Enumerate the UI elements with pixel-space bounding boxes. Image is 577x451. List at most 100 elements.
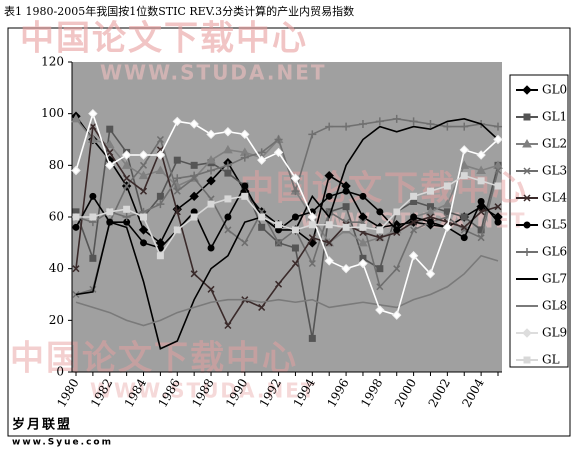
data-point [88, 108, 98, 119]
data-point [494, 218, 502, 226]
legend-marker-shape [522, 85, 532, 95]
y-tick-label: 100 [41, 106, 64, 120]
data-point [207, 200, 215, 208]
data-point [223, 144, 233, 154]
data-point [342, 122, 351, 131]
data-point [393, 265, 401, 273]
data-point [358, 212, 368, 222]
legend-marker [522, 328, 532, 338]
data-point [72, 223, 80, 231]
data-point [426, 213, 435, 221]
legend-marker-shape [522, 138, 532, 148]
data-point [476, 150, 486, 160]
data-point [140, 239, 148, 247]
data-point [308, 259, 316, 268]
data-point [106, 148, 114, 156]
legend-label: GL6 [542, 245, 567, 259]
data-point [494, 166, 502, 175]
data-point [223, 127, 233, 137]
watermark: WWW.STUDA.NET [100, 61, 327, 85]
data-point [358, 237, 368, 247]
data-point [206, 176, 216, 186]
legend-label: GL2 [542, 137, 567, 151]
legend-marker [523, 248, 531, 256]
data-point [173, 187, 181, 195]
data-point [442, 199, 453, 208]
y-tick-label: 80 [49, 158, 64, 172]
data-point [493, 160, 503, 169]
data-point [173, 208, 181, 216]
y-tick-label: 0 [56, 365, 64, 379]
y-tick-label: 20 [49, 313, 64, 327]
data-point [342, 187, 350, 195]
legend-marker [523, 113, 531, 121]
data-point [376, 283, 384, 291]
data-point [494, 203, 502, 211]
data-point [494, 182, 502, 190]
data-point [358, 258, 368, 269]
data-point [477, 234, 485, 242]
legend-marker [522, 138, 532, 148]
series-line [75, 254, 499, 327]
data-point [122, 213, 131, 221]
data-point [477, 226, 485, 234]
data-point [89, 254, 97, 262]
data-point [443, 122, 452, 131]
legend-marker [523, 221, 531, 229]
legend-label: GL4 [542, 191, 568, 205]
data-point [138, 150, 149, 160]
legend-marker [523, 194, 531, 202]
legend-label: GL5 [542, 218, 567, 232]
data-point [341, 263, 351, 274]
data-point [138, 170, 149, 180]
data-point [138, 225, 149, 235]
data-point [442, 222, 453, 233]
data-point [206, 129, 216, 140]
legend-label: GL3 [542, 164, 567, 178]
data-point [477, 208, 485, 216]
data-point [241, 192, 249, 200]
legend-marker-shape [523, 356, 531, 364]
data-point [408, 251, 419, 261]
data-point [224, 169, 232, 177]
data-point [190, 171, 199, 180]
data-point [325, 221, 333, 229]
data-point [156, 252, 164, 260]
data-point [325, 122, 334, 131]
data-point [358, 120, 367, 128]
data-point [410, 213, 418, 221]
legend-label: GL9 [542, 326, 567, 340]
y-tick-label: 60 [49, 210, 64, 224]
data-point [443, 182, 451, 190]
data-point [410, 226, 418, 234]
data-point [139, 161, 148, 169]
data-point [460, 223, 468, 231]
data-point [106, 208, 114, 216]
series-line [75, 124, 499, 328]
data-point [477, 177, 485, 185]
data-point [241, 182, 249, 190]
data-point [410, 192, 418, 200]
data-point [223, 161, 232, 170]
legend-marker-shape [523, 194, 531, 202]
data-point [359, 192, 367, 200]
y-tick-label: 40 [49, 261, 64, 275]
data-point [121, 160, 132, 169]
data-point [207, 285, 215, 293]
data-point [172, 116, 182, 127]
data-point [307, 212, 318, 222]
data-point [71, 165, 81, 176]
data-point [258, 213, 266, 221]
legend-marker-shape [522, 328, 532, 338]
data-point [376, 234, 384, 242]
data-point [375, 117, 384, 126]
data-point [190, 213, 198, 221]
data-point [308, 221, 316, 229]
data-point [342, 223, 350, 231]
legend-marker [523, 167, 531, 175]
data-point [156, 192, 164, 200]
data-point [155, 150, 166, 160]
data-point [173, 226, 181, 234]
watermark: 中国论文下载中心 [240, 169, 528, 209]
